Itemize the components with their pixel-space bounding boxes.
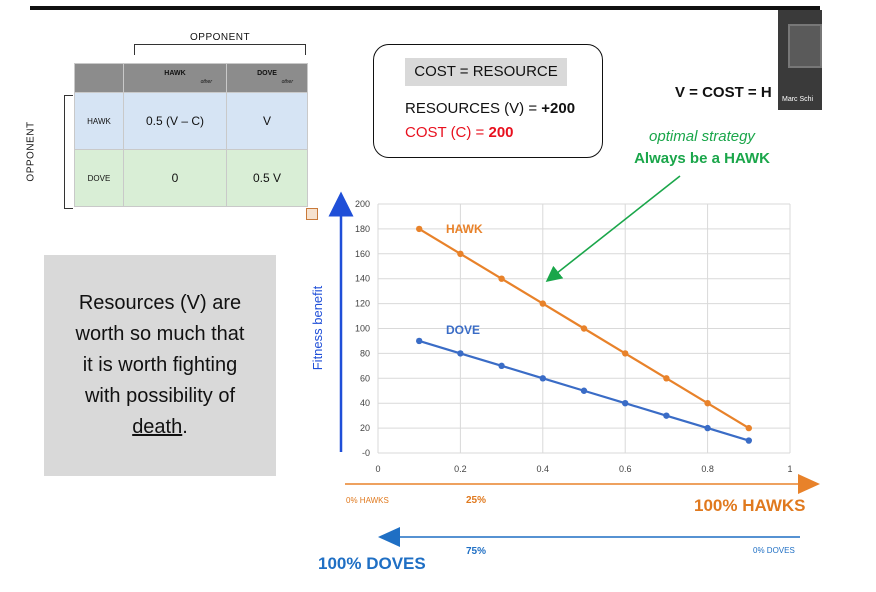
y-tick-label: 160 (355, 249, 370, 259)
data-point-hawk (416, 225, 423, 233)
matrix-corner (74, 63, 124, 93)
x-tick-label: 0.6 (619, 464, 632, 474)
payoff-matrix: HAWK other DOVE other HAWK 0.5 (V – C) V D… (74, 63, 308, 207)
y-tick-label: 180 (355, 224, 370, 234)
webcam-overlay: Marc Schi (778, 10, 822, 110)
data-point-hawk (622, 350, 629, 357)
data-point-dove (539, 375, 546, 382)
explanation-line-last: death. (132, 416, 188, 438)
data-point-hawk (457, 250, 464, 257)
pct-75-label: 75% (466, 546, 487, 557)
pct-25-label: 25% (466, 495, 487, 506)
data-point-dove (416, 337, 423, 345)
data-point-dove (580, 387, 588, 394)
optimal-arrow (545, 175, 681, 282)
x-tick-label: 1 (787, 464, 792, 474)
y-tick-label: -0 (362, 448, 370, 458)
data-point-dove (745, 437, 752, 444)
matrix-col-header: OPPONENT (190, 32, 251, 43)
y-tick-label: 120 (355, 299, 370, 309)
explanation-line: worth so much that (75, 323, 245, 345)
y-tick-label: 140 (355, 274, 370, 284)
data-point-hawk (704, 400, 711, 407)
matrix-top-brace (134, 44, 306, 55)
series-label-dove: DOVE (446, 323, 480, 337)
paste-icon (306, 208, 318, 220)
data-point-dove (457, 350, 464, 357)
zero-hawks-label: 0% HAWKS (346, 496, 389, 505)
data-point-hawk (745, 424, 752, 432)
y-tick-label: 200 (355, 199, 370, 209)
webcam-name: Marc Schi (782, 96, 814, 103)
matrix-cell: 0.5 (V – C) (123, 92, 227, 150)
zero-doves-label: 0% DOVES (753, 546, 795, 555)
explanation-line: Resources (V) are (78, 292, 242, 314)
x-tick-label: 0.8 (701, 464, 714, 474)
explanation-box: Resources (V) are worth so much that it … (44, 255, 276, 476)
v-equals-cost-text: V = COST = H (675, 84, 772, 101)
x-tick-label: 0.2 (454, 464, 467, 474)
explanation-line: with possibility of (84, 385, 236, 407)
optimal-strategy-label: optimal strategy (649, 128, 755, 145)
matrix-cell: 0.5 V (226, 149, 308, 207)
y-tick-label: 40 (360, 398, 370, 408)
cost-box-title: COST = RESOURCE (405, 58, 567, 86)
series-label-hawk: HAWK (446, 222, 483, 236)
hawks-arrow-head (798, 474, 820, 494)
y-tick-label: 100 (355, 324, 370, 334)
y-tick-label: 60 (360, 373, 370, 383)
matrix-row-hawk: HAWK (74, 92, 124, 150)
cost-line: COST (C) = 200 (405, 124, 514, 141)
matrix-side-brace (64, 95, 73, 209)
explanation-line: it is worth fighting (82, 354, 238, 376)
data-point-hawk (539, 300, 546, 307)
hundred-doves-label: 100% DOVES (318, 554, 426, 573)
y-tick-label: 20 (360, 423, 370, 433)
data-point-hawk (580, 325, 588, 332)
matrix-row-dove: DOVE (74, 149, 124, 207)
matrix-cell: 0 (123, 149, 227, 207)
data-point-dove (498, 362, 505, 370)
matrix-cell: V (226, 92, 308, 150)
x-tick-label: 0.4 (537, 464, 550, 474)
doves-arrow-head (378, 527, 400, 547)
data-point-hawk (498, 275, 505, 282)
x-tick-label: 0 (375, 464, 380, 474)
data-point-dove (704, 424, 711, 432)
always-hawk-label: Always be a HAWK (634, 150, 770, 167)
y-tick-label: 80 (360, 348, 370, 358)
top-rule (30, 6, 820, 10)
y-axis-label: Fitness benefit (310, 285, 325, 370)
hundred-hawks-label: 100% HAWKS (694, 496, 806, 515)
data-point-hawk (663, 375, 670, 382)
resources-line: RESOURCES (V) = +200 (405, 100, 576, 117)
cost-box (373, 44, 603, 158)
data-point-dove (663, 412, 670, 419)
data-point-dove (622, 400, 629, 407)
